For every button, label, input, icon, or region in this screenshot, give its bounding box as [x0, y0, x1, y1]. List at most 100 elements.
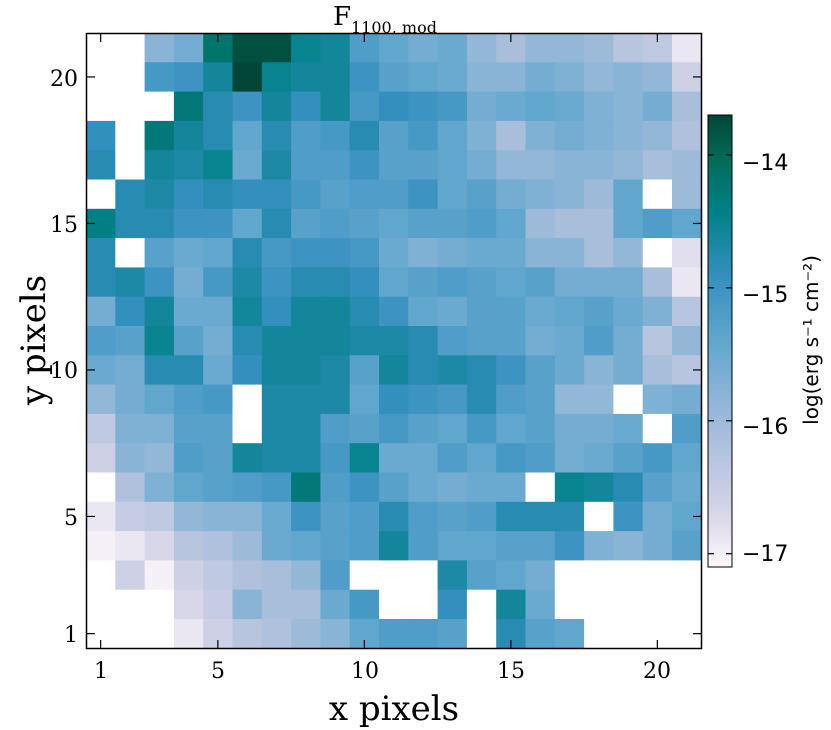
heatmap-cell — [86, 531, 116, 561]
heatmap-cell — [437, 120, 468, 151]
heatmap-cell — [408, 296, 439, 327]
heatmap-cell — [232, 238, 263, 268]
heatmap-cell — [437, 296, 468, 327]
heatmap-cell — [232, 267, 263, 298]
heatmap-cell — [525, 179, 556, 210]
heatmap-cell — [203, 531, 234, 561]
heatmap-cell — [525, 120, 556, 151]
heatmap-cell — [115, 62, 146, 93]
heatmap-cell — [86, 150, 116, 181]
heatmap-cell — [466, 91, 497, 122]
heatmap-cell — [379, 355, 409, 386]
heatmap-cell — [379, 296, 409, 327]
heatmap-cell — [232, 179, 263, 210]
heatmap-cell — [525, 326, 556, 356]
heatmap-cell — [642, 267, 673, 298]
heatmap-cell — [320, 413, 351, 444]
heatmap-cell — [261, 179, 292, 210]
heatmap-cell — [320, 33, 351, 63]
heatmap-cell — [466, 208, 497, 239]
heatmap-cell — [232, 413, 263, 444]
heatmap-cell — [320, 443, 351, 474]
heatmap-cell — [232, 384, 263, 415]
heatmap-cell — [584, 33, 614, 63]
heatmap-cell — [261, 501, 292, 532]
heatmap-cell — [173, 355, 204, 386]
heatmap-cell — [115, 179, 146, 210]
heatmap-cell — [496, 560, 527, 591]
heatmap-cell — [144, 326, 175, 356]
heatmap-cell — [291, 267, 321, 298]
heatmap-cell — [437, 208, 468, 239]
heatmap-cell — [584, 619, 614, 649]
heatmap-cell — [437, 326, 468, 356]
heatmap-cell — [408, 208, 439, 239]
heatmap-cell — [291, 501, 321, 532]
heatmap-cell — [525, 472, 556, 503]
heatmap-cell — [349, 150, 380, 181]
heatmap-cell — [613, 619, 644, 649]
heatmap-cell — [261, 238, 292, 268]
heatmap-cell — [466, 589, 497, 620]
heatmap-cell — [144, 208, 175, 239]
heatmap-cell — [466, 120, 497, 151]
heatmap-cell — [613, 91, 644, 122]
heatmap-cell — [496, 501, 527, 532]
heatmap-cell — [466, 384, 497, 415]
heatmap-cell — [115, 443, 146, 474]
colorbar-tick-label: −17 — [742, 542, 788, 567]
heatmap-cell — [613, 443, 644, 474]
heatmap-cell — [349, 589, 380, 620]
heatmap-cell — [86, 384, 116, 415]
heatmap-cell — [437, 62, 468, 93]
heatmap-cell — [86, 413, 116, 444]
heatmap-cell — [320, 179, 351, 210]
heatmap-cell — [232, 355, 263, 386]
heatmap-cell — [203, 589, 234, 620]
heatmap-cell — [466, 501, 497, 532]
heatmap-cell — [525, 355, 556, 386]
heatmap-cell — [115, 413, 146, 444]
heatmap-cell — [525, 501, 556, 532]
heatmap-cell — [466, 472, 497, 503]
heatmap-cell — [554, 355, 585, 386]
heatmap-cell — [291, 531, 321, 561]
heatmap-cell — [437, 619, 468, 649]
heatmap-cell — [437, 560, 468, 591]
heatmap-cell — [466, 267, 497, 298]
heatmap-cell — [554, 560, 585, 591]
heatmap-cell — [203, 296, 234, 327]
heatmap-cell — [554, 443, 585, 474]
heatmap-cell — [437, 355, 468, 386]
heatmap-cell — [408, 355, 439, 386]
heatmap-cell — [173, 179, 204, 210]
heatmap-cell — [86, 91, 116, 122]
heatmap-cell — [554, 472, 585, 503]
heatmap-cell — [379, 267, 409, 298]
heatmap-cell — [379, 238, 409, 268]
heatmap-cell — [115, 531, 146, 561]
heatmap-cell — [408, 326, 439, 356]
heatmap-cell — [554, 501, 585, 532]
heatmap-cell — [232, 296, 263, 327]
heatmap-cell — [203, 208, 234, 239]
heatmap-cell — [554, 589, 585, 620]
heatmap-cell — [554, 150, 585, 181]
heatmap-cell — [173, 619, 204, 649]
heatmap-cell — [554, 179, 585, 210]
heatmap-cell — [291, 238, 321, 268]
heatmap-cell — [232, 619, 263, 649]
heatmap-cell — [144, 91, 175, 122]
x-axis-label: x pixels — [329, 689, 459, 729]
heatmap-cell — [584, 120, 614, 151]
heatmap-cell — [144, 150, 175, 181]
heatmap-cell — [466, 443, 497, 474]
heatmap-cell — [466, 238, 497, 268]
heatmap-cell — [173, 150, 204, 181]
heatmap-cell — [173, 472, 204, 503]
heatmap-cell — [437, 150, 468, 181]
heatmap-cell — [349, 531, 380, 561]
heatmap-cell — [496, 62, 527, 93]
heatmap-cell — [349, 413, 380, 444]
heatmap-cell — [379, 472, 409, 503]
